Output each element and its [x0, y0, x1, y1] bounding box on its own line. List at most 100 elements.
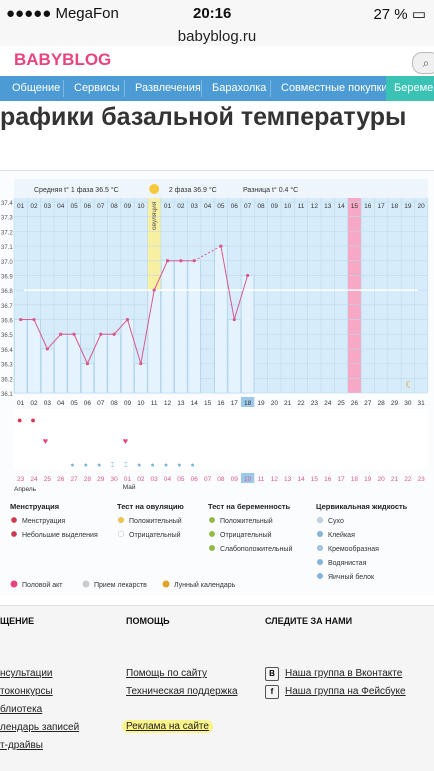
bar: [227, 319, 241, 394]
date-label: 05: [177, 476, 185, 483]
legend-marker: [117, 517, 124, 524]
menstruation-drop-icon: ●: [30, 415, 35, 425]
cycle-day-label: 04: [57, 400, 65, 407]
bar: [40, 348, 54, 394]
temperature-line: [73, 334, 88, 364]
temperature-point: [232, 317, 236, 322]
top-day-label: 04: [57, 203, 65, 210]
footer-link-konsultacii[interactable]: нсультации: [0, 668, 53, 679]
legend-item-label: Небольшие выделения: [22, 531, 98, 539]
y-tick-label: 36.1: [1, 392, 13, 398]
top-day-label: 08: [111, 203, 119, 210]
legend-marker: [317, 573, 324, 580]
legend-item-label: Клейкая: [328, 531, 355, 539]
temperature-line: [126, 319, 142, 364]
top-day-label: 04: [204, 203, 212, 210]
intercourse-heart-icon: ♥: [43, 436, 48, 446]
cervical-fluid-icon: ●: [151, 462, 155, 469]
status-bar: ●●●●● MegaFon 20:16 27 % ▭: [0, 0, 434, 28]
nav-item-baraholka[interactable]: Барахолка: [212, 82, 267, 94]
temperature-line: [233, 275, 249, 320]
top-day-label: 15: [351, 203, 359, 210]
top-day-label: 09: [124, 203, 132, 210]
temperature-point: [139, 362, 143, 366]
footer-link-fotokonkursy[interactable]: токонкурсы: [0, 686, 53, 697]
cycle-day-label: 26: [351, 400, 359, 407]
legend-item-label: Отрицательный: [220, 531, 272, 539]
legend-marker: [317, 559, 324, 566]
bar: [107, 333, 121, 394]
legend-group-title: Тест на беременность: [208, 502, 291, 511]
footer-link-help[interactable]: Помощь по сайту: [126, 668, 207, 679]
top-day-label: 19: [404, 203, 412, 210]
nav-item-razvlecheniya[interactable]: Развлечения: [135, 82, 201, 94]
cycle-day-label: 10: [137, 400, 145, 407]
date-label: 06: [191, 476, 199, 483]
cycle-day-label: 30: [404, 400, 412, 407]
date-label: 28: [84, 476, 92, 483]
temperature-point: [112, 332, 116, 336]
date-label: 14: [297, 476, 305, 483]
legend-marker: [10, 531, 17, 538]
y-tick-label: 36.6: [1, 319, 13, 325]
date-label: 24: [30, 476, 38, 483]
footer-link-testdraivy[interactable]: т-драйвы: [0, 740, 43, 751]
top-day-label: 11: [298, 203, 305, 210]
footer-link-kalendar[interactable]: лендарь записей: [0, 722, 80, 733]
y-tick-label: 37.2: [1, 230, 13, 236]
nav-item-sovmestnye[interactable]: Совместные покупки: [281, 82, 388, 94]
footer-link-vk[interactable]: Наша группа в Вконтакте: [285, 668, 403, 679]
legend-group-title: Менструация: [10, 502, 59, 511]
legend-item-label: Слабоположительный: [220, 545, 292, 553]
date-label: 11: [258, 476, 265, 483]
cycle-day-label: 27: [364, 400, 372, 407]
top-day-label: 01: [17, 203, 25, 210]
top-day-label: 06: [231, 203, 239, 210]
top-day-label: 05: [70, 203, 78, 210]
top-day-label: 03: [191, 203, 199, 210]
cycle-day-label: 31: [418, 400, 426, 407]
cervical-fluid-icon: ●: [70, 462, 74, 469]
phase1-label: Средняя t° 1 фаза 36.5 °C: [34, 186, 119, 194]
date-label: 08: [217, 476, 225, 483]
date-label: 26: [57, 476, 65, 483]
nav-item-beremennost[interactable]: Беремен: [386, 76, 434, 101]
temperature-point: [19, 317, 23, 322]
nav-item-servisy[interactable]: Сервисы: [74, 82, 120, 94]
top-day-label: 05: [217, 203, 225, 210]
temperature-line: [153, 260, 168, 291]
top-day-label: 10: [284, 203, 292, 210]
search-icon[interactable]: ⌕: [412, 52, 434, 74]
y-tick-label: 36.7: [1, 304, 13, 310]
footer-link-biblioteka[interactable]: блиотека: [0, 704, 43, 715]
date-label: 07: [204, 476, 212, 483]
moon-icon: [162, 580, 170, 588]
cycle-day-label: 18: [244, 400, 252, 407]
cervical-fluid-icon: ●: [137, 462, 141, 469]
top-day-label: 17: [378, 203, 386, 210]
url-bar[interactable]: babyblog.ru: [0, 28, 434, 46]
date-label: 03: [151, 476, 159, 483]
facebook-icon[interactable]: f: [265, 685, 279, 699]
legend-marker: [10, 517, 17, 524]
footer-link-facebook[interactable]: Наша группа на Фейсбуке: [285, 686, 406, 697]
site-logo[interactable]: BABYBLOG: [14, 50, 111, 70]
bar: [174, 260, 188, 394]
vk-icon[interactable]: B: [265, 667, 279, 681]
heart-icon: [10, 580, 18, 588]
temperature-line: [113, 319, 128, 335]
legend-marker: [317, 531, 324, 538]
nav-item-obshchenie[interactable]: Общение: [12, 82, 61, 94]
temperature-point: [165, 259, 170, 263]
legend-item-label: Отрицательный: [129, 531, 181, 539]
cycle-day-label: 03: [44, 400, 52, 407]
date-label: 27: [70, 476, 78, 483]
date-label: 18: [351, 476, 359, 483]
legend-marker: [117, 531, 124, 538]
ovulation-label: овуляция: [151, 201, 158, 230]
battery-label: 27 % ▭: [373, 6, 426, 23]
footer-link-advertising[interactable]: Реклама на сайте: [122, 720, 213, 733]
page-title: рафики базальной температуры: [0, 103, 407, 131]
cervical-fluid-icon: ⌶: [124, 462, 128, 469]
footer-link-support[interactable]: Техническая поддержка: [126, 686, 238, 697]
